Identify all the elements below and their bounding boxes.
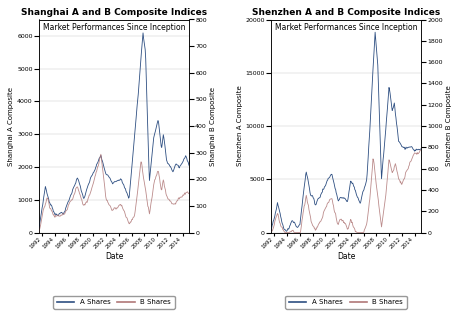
Text: Market Performances Since Inception: Market Performances Since Inception — [274, 23, 416, 32]
Y-axis label: Shenzhen B Composite: Shenzhen B Composite — [445, 86, 451, 166]
X-axis label: Date: Date — [105, 252, 123, 260]
Y-axis label: Shenzhen A Composite: Shenzhen A Composite — [236, 86, 242, 166]
Title: Shenzhen A and B Composite Indices: Shenzhen A and B Composite Indices — [252, 8, 439, 17]
Y-axis label: Shanghai A Composite: Shanghai A Composite — [8, 87, 14, 166]
Legend: A Shares, B Shares: A Shares, B Shares — [285, 296, 406, 309]
Legend: A Shares, B Shares: A Shares, B Shares — [53, 296, 174, 309]
X-axis label: Date: Date — [336, 252, 354, 260]
Title: Shanghai A and B Composite Indices: Shanghai A and B Composite Indices — [21, 8, 207, 17]
Y-axis label: Shanghai B Composite: Shanghai B Composite — [209, 87, 215, 166]
Text: Market Performances Since Inception: Market Performances Since Inception — [43, 23, 185, 32]
